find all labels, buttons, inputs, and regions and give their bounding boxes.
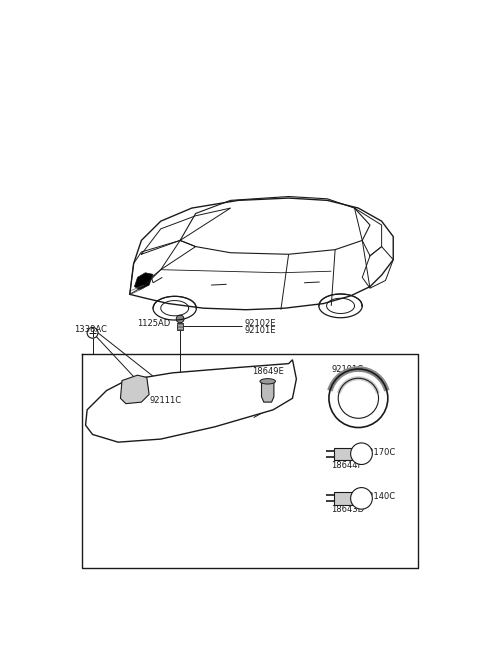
Polygon shape — [262, 381, 274, 402]
Circle shape — [350, 487, 372, 509]
Text: 1125AD: 1125AD — [137, 319, 171, 328]
Text: 92111C: 92111C — [149, 396, 181, 405]
Text: 18649E: 18649E — [252, 367, 284, 377]
Circle shape — [350, 443, 372, 464]
Ellipse shape — [260, 379, 276, 384]
Circle shape — [176, 315, 184, 323]
Polygon shape — [334, 447, 352, 460]
Text: 1338AC: 1338AC — [74, 325, 107, 334]
Text: 92170C: 92170C — [364, 447, 396, 457]
Text: 18644F: 18644F — [331, 461, 362, 470]
Text: 92191C: 92191C — [331, 365, 363, 374]
Polygon shape — [120, 375, 149, 403]
Text: 92102E: 92102E — [244, 319, 276, 328]
Text: 92140C: 92140C — [364, 492, 396, 501]
Text: 18643D: 18643D — [331, 505, 364, 514]
Polygon shape — [134, 273, 153, 290]
Polygon shape — [85, 359, 296, 442]
Polygon shape — [177, 323, 183, 330]
Text: 92101E: 92101E — [244, 326, 276, 335]
Polygon shape — [334, 492, 352, 504]
